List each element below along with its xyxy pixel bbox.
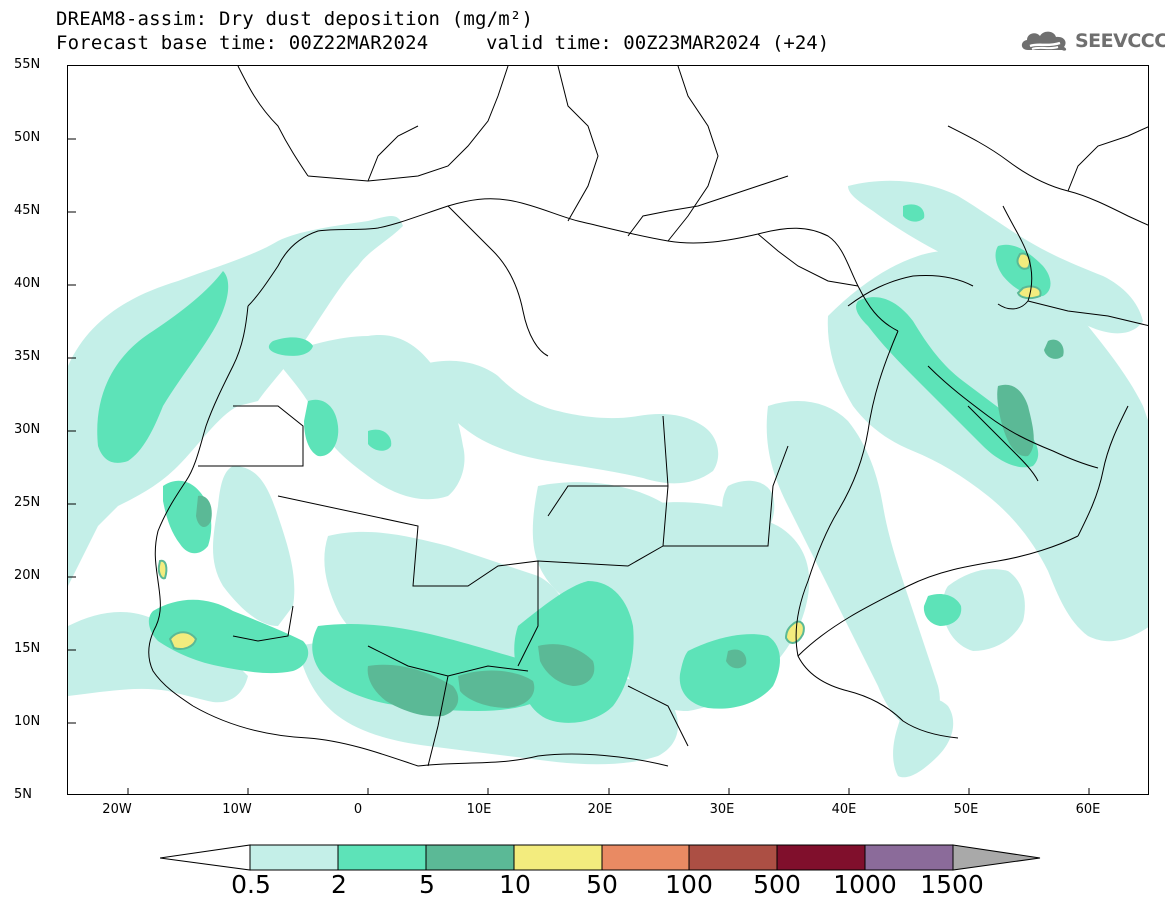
- lat-label: 20N: [14, 568, 41, 583]
- map-title: DREAM8-assim: Dry dust deposition (mg/m²…: [56, 8, 534, 30]
- colorbar-label: 1500: [920, 870, 984, 899]
- lat-label: 15N: [14, 641, 41, 656]
- colorbar-label: 2: [331, 870, 347, 899]
- colorbar-swatch: [601, 844, 690, 871]
- deposition-contour-dark: [196, 339, 1064, 717]
- coastlines-and-borders: [148, 66, 1148, 767]
- dust-deposition-map: [68, 66, 1148, 794]
- colorbar-swatch: [337, 844, 427, 871]
- lon-label: 20W: [102, 802, 132, 817]
- colorbar-label: 0.5: [231, 870, 271, 899]
- lat-label: 25N: [14, 495, 41, 510]
- deposition-contour-high: [157, 252, 1042, 650]
- colorbar-label: 100: [665, 870, 713, 899]
- lon-label: 0: [353, 802, 363, 817]
- cloud-icon: [1021, 31, 1067, 51]
- logo-text: SEEVCCC: [1075, 30, 1165, 52]
- seevccc-logo: SEEVCCC: [1018, 26, 1165, 56]
- lat-label: 35N: [14, 349, 41, 364]
- lon-label: 50E: [953, 802, 979, 817]
- colorbar-label: 10: [499, 870, 531, 899]
- colorbar-label: 5: [419, 870, 435, 899]
- colorbar-over-arrow: [952, 844, 1041, 871]
- lat-label: 45N: [14, 203, 41, 218]
- lon-label: 10W: [222, 802, 252, 817]
- lon-label: 30E: [709, 802, 735, 817]
- colorbar-swatch: [513, 844, 603, 871]
- lon-label: 60E: [1075, 802, 1101, 817]
- axis-ticks: [68, 138, 1090, 794]
- lon-label: 40E: [831, 802, 857, 817]
- colorbar-swatch: [425, 844, 515, 871]
- colorbar-swatch: [864, 844, 954, 871]
- map-area: [67, 65, 1149, 795]
- lat-label: 50N: [14, 130, 41, 145]
- lat-label: 55N: [14, 57, 41, 72]
- deposition-contour-light: [68, 180, 1148, 778]
- lat-label: 5N: [14, 787, 32, 802]
- lat-label: 10N: [14, 714, 41, 729]
- colorbar-swatch: [688, 844, 778, 871]
- lat-label: 40N: [14, 276, 41, 291]
- colorbar-label: 500: [753, 870, 801, 899]
- valid-time: valid time: 00Z23MAR2024 (+24): [486, 32, 830, 54]
- colorbar-under-arrow: [160, 844, 251, 871]
- colorbar-swatch: [249, 844, 339, 871]
- colorbar: [160, 844, 1041, 871]
- colorbar-swatch: [776, 844, 866, 871]
- lon-label: 10E: [466, 802, 492, 817]
- colorbar-label: 50: [586, 870, 618, 899]
- lon-label: 20E: [587, 802, 613, 817]
- forecast-base-time: Forecast base time: 00Z22MAR2024: [56, 32, 429, 54]
- colorbar-label: 1000: [833, 870, 897, 899]
- lat-label: 30N: [14, 422, 41, 437]
